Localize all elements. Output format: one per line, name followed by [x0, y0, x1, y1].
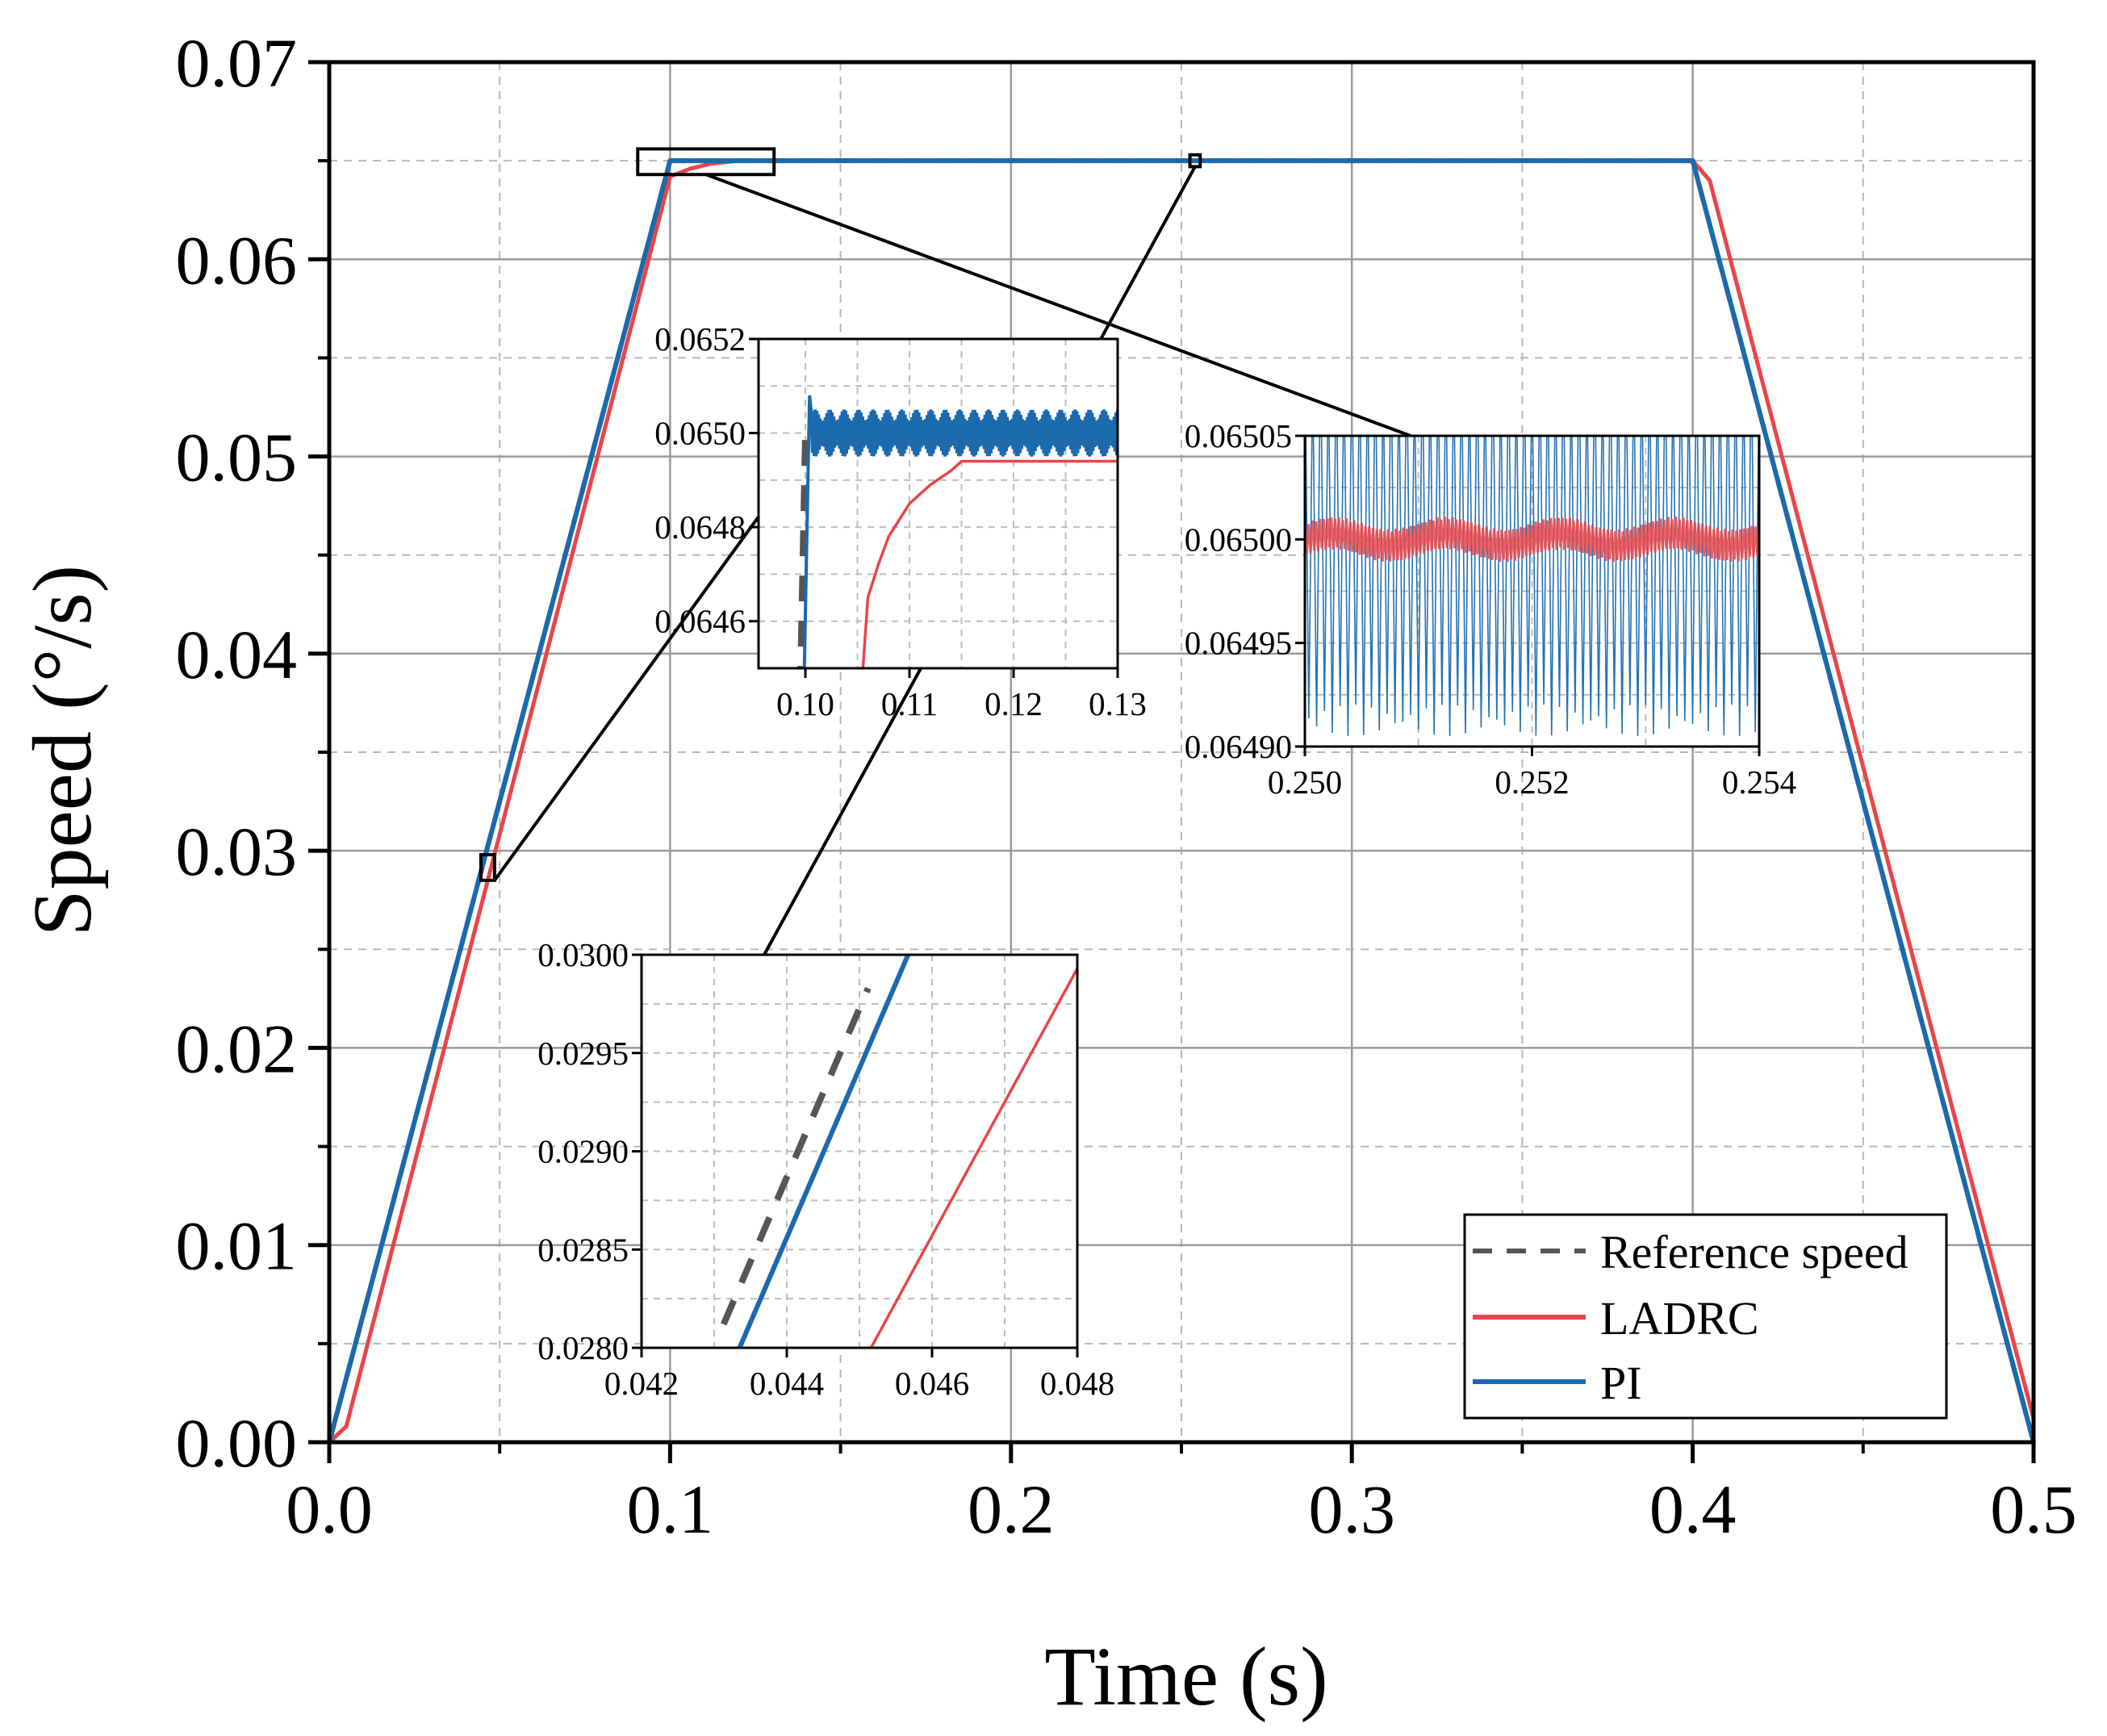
- x-tick-label: 0.5: [1990, 1470, 2077, 1548]
- inset-y-tick-label: 0.0300: [537, 936, 629, 973]
- inset-y-tick-label: 0.06500: [1185, 521, 1292, 558]
- inset-y-tick-label: 0.06505: [1185, 417, 1292, 454]
- y-tick-label: 0.01: [176, 1207, 298, 1285]
- inset-y-tick-label: 0.0650: [654, 415, 746, 452]
- inset-y-tick-label: 0.06495: [1185, 625, 1292, 662]
- zoom-connector: [705, 173, 1411, 437]
- inset-y-tick-label: 0.0280: [537, 1329, 629, 1366]
- inset-y-tick-label: 0.0646: [654, 603, 746, 640]
- x-tick-label: 0.2: [968, 1470, 1055, 1548]
- inset-series-ladrc: [869, 968, 1077, 1348]
- x-axis-title: Time (s): [1044, 1630, 1328, 1723]
- inset-y-tick-label: 0.06490: [1185, 728, 1292, 765]
- inset-series-reference: [721, 986, 872, 1326]
- y-tick-label: 0.03: [176, 813, 298, 890]
- inset-x-tick-label: 0.250: [1268, 763, 1342, 801]
- legend-label-pi: PI: [1600, 1357, 1642, 1409]
- series-line-pi: [327, 158, 2036, 1443]
- y-tick-label: 0.02: [176, 1010, 298, 1087]
- inset-x-tick-label: 0.042: [604, 1365, 679, 1402]
- y-tick-label: 0.07: [176, 24, 298, 102]
- y-tick-label: 0.05: [176, 419, 298, 496]
- inset-series: [1305, 436, 1759, 737]
- inset-x-tick-label: 0.044: [750, 1365, 824, 1402]
- legend: Reference speed LADRC PI: [1463, 1213, 1948, 1420]
- insets: 0.10 0.11 0.12 0.13 0.0646 0.0648 0.0650 0.0652…: [537, 320, 1796, 1402]
- legend-label-ladrc: LADRC: [1600, 1292, 1759, 1345]
- inset-y-tick-label: 0.0648: [654, 508, 746, 546]
- y-tick-label: 0.04: [176, 616, 298, 693]
- inset-x-tick-label: 0.10: [776, 685, 834, 722]
- inset-series-ladrc: [1305, 517, 1759, 563]
- y-tick-label: 0.06: [176, 221, 298, 299]
- inset-series: [721, 955, 1077, 1348]
- inset-series: [797, 395, 1118, 668]
- x-tick-label: 0.4: [1649, 1470, 1737, 1548]
- inset-x-tick-label: 0.13: [1089, 685, 1147, 722]
- y-tick-label: 0.00: [176, 1404, 298, 1482]
- inset-x-tick-label: 0.11: [881, 685, 938, 722]
- inset-x-tick-label: 0.046: [895, 1365, 969, 1402]
- main-axes: 0.0 0.1 0.2 0.3 0.4 0.5 0.00 0.01 0.02 0.03 0.04 0.…: [176, 24, 2077, 1548]
- zoom-box: [479, 853, 496, 882]
- inset-frame: [757, 337, 1119, 670]
- inset-series-pi: [1305, 436, 1759, 737]
- series-line-ladrc: [328, 158, 2036, 1444]
- inset-x-tick-label: 0.048: [1040, 1365, 1114, 1402]
- inset-y-tick-label: 0.0285: [537, 1231, 629, 1268]
- zoom-box: [636, 147, 776, 177]
- y-axis-title: Speed (°/s): [16, 565, 109, 936]
- inset-background: [759, 339, 1118, 668]
- x-tick-label: 0.3: [1308, 1470, 1395, 1548]
- inset-x-tick-label: 0.12: [985, 685, 1043, 722]
- inset-series-pi: [802, 395, 1118, 668]
- inset-ramp: 0.042 0.044 0.046 0.048 0.0280 0.0285 0.0290 0.…: [537, 936, 1114, 1402]
- inset-x-tick-label: 0.252: [1495, 763, 1569, 801]
- inset-series-ladrc: [861, 459, 1118, 668]
- zoom-box: [1188, 153, 1202, 169]
- inset-start: 0.10 0.11 0.12 0.13 0.0646 0.0648 0.0650 0.0652: [654, 320, 1147, 722]
- x-tick-label: 0.0: [286, 1470, 373, 1548]
- inset-y-tick-label: 0.0295: [537, 1035, 629, 1072]
- inset-y-tick-label: 0.0290: [537, 1133, 629, 1170]
- inset-x-tick-label: 0.254: [1722, 763, 1796, 801]
- legend-label-reference: Reference speed: [1600, 1226, 1908, 1278]
- inset-grid: [759, 339, 1118, 668]
- main-series: [327, 158, 2036, 1444]
- inset-series-pi: [737, 955, 911, 1348]
- x-tick-label: 0.1: [627, 1470, 714, 1548]
- inset-steady: 0.250 0.252 0.254 0.06490 0.06495 0.06500 0.06…: [1185, 417, 1796, 801]
- inset-y-tick-label: 0.0652: [654, 320, 746, 358]
